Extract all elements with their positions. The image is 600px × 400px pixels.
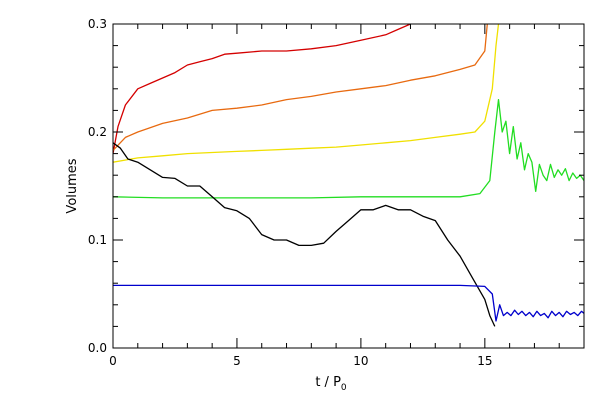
series-line-0 [113,24,411,154]
series-line-5 [113,284,584,322]
x-axis-label-subscript: 0 [341,383,347,393]
y-axis-label: Volumes [65,158,80,213]
x-tick-label: 10 [353,354,368,368]
series-line-3 [113,98,584,199]
series-line-1 [113,24,488,151]
x-tick-label: 0 [109,354,117,368]
ticks-layer: 0 5 10 15 0.0 0.1 0.2 0.3 [88,17,585,368]
y-tick-label: 0.2 [88,125,107,139]
y-tick-label: 0.1 [88,233,107,247]
series-line-4 [113,142,496,327]
plot-frame [112,23,585,349]
y-tick-label: 0.3 [88,17,107,31]
x-tick-label: 15 [477,354,492,368]
series-layer [113,24,584,327]
y-tick-label: 0.0 [88,341,107,355]
x-axis-label: t / P0 [315,375,347,393]
x-tick-label: 5 [233,354,241,368]
series-line-2 [113,24,500,163]
